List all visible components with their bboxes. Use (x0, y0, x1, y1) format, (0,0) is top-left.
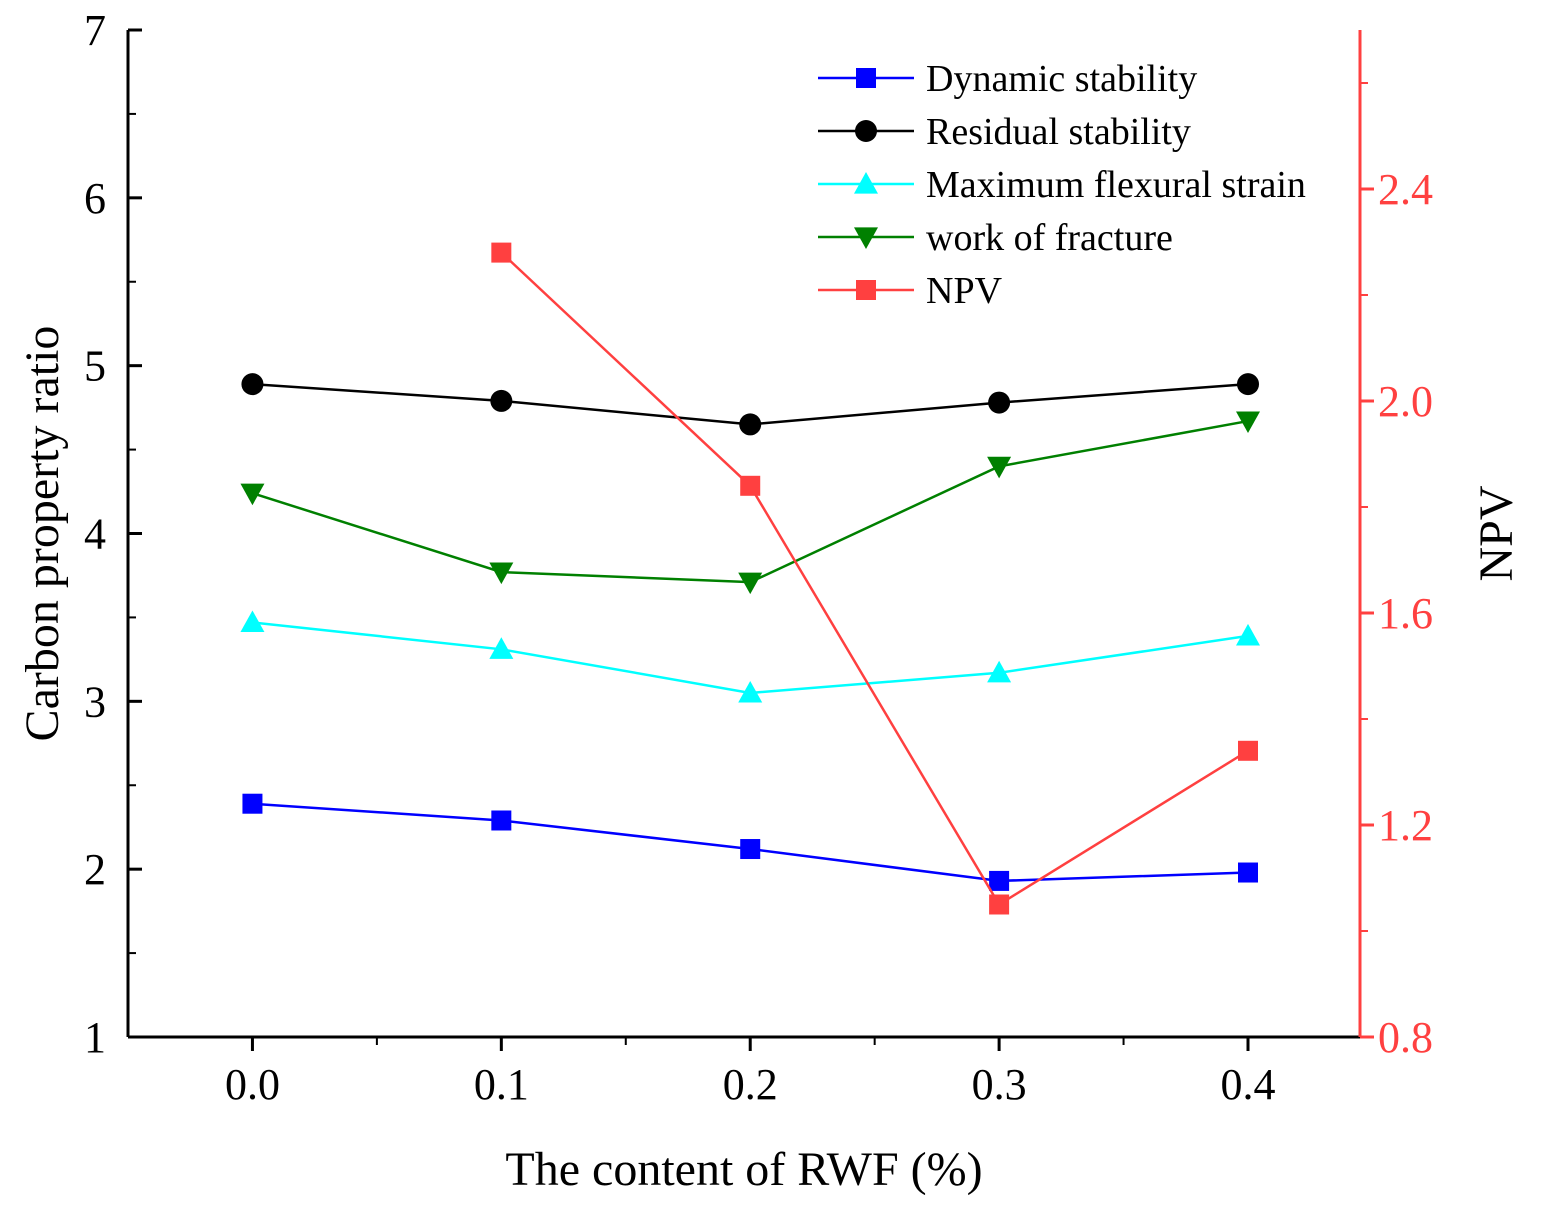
y2-tick-label: 2.4 (1378, 165, 1433, 214)
axes-layer: 1 2 3 4 5 6 7 0.8 1.2 1.6 2.0 2.4 0.0 0.1 0.2 0.3 0.4 (84, 6, 1433, 1109)
legend-swatch-marker (854, 227, 878, 249)
data-point (989, 894, 1010, 915)
series-dynamic-stability (242, 793, 1258, 891)
y-tick-label: 3 (84, 677, 106, 726)
legend-swatch-marker (856, 280, 876, 300)
data-point (1236, 623, 1260, 646)
legend-label: Dynamic stability (926, 58, 1197, 100)
data-point (240, 610, 265, 633)
x-tick-label: 0.0 (225, 1060, 280, 1109)
data-point (489, 562, 514, 585)
data-point (240, 483, 265, 506)
y2-tick-label: 1.6 (1378, 589, 1433, 638)
data-point (489, 637, 514, 659)
series-residual-stability (241, 373, 1259, 436)
data-point (1237, 373, 1259, 396)
legend-item: work of fracture (818, 217, 1173, 259)
series-line (500, 251, 1249, 907)
x-axis-title: The content of RWF (%) (505, 1143, 982, 1196)
y-tick-label: 1 (84, 1013, 106, 1062)
data-point (738, 680, 763, 703)
y2-tick-label: 1.2 (1378, 801, 1433, 850)
y-tick-label: 6 (84, 174, 106, 223)
x-tick-label: 0.4 (1221, 1060, 1276, 1109)
y-tick-label: 4 (84, 510, 106, 559)
legend-label: Maximum flexural strain (926, 164, 1306, 206)
data-point (988, 391, 1011, 414)
series-maximum-flexural-strain (240, 610, 1260, 703)
y-axis-title: Carbon property ratio (16, 326, 69, 742)
legend-swatch-marker (855, 120, 877, 142)
data-point (490, 389, 513, 412)
data-point (1238, 740, 1258, 761)
y2-axis-title: NPV (1470, 485, 1523, 581)
series-work-of-fracture (240, 411, 1260, 595)
x-tick-label: 0.1 (474, 1060, 529, 1109)
y-tick-label: 7 (84, 6, 106, 55)
legend-item: Maximum flexural strain (818, 164, 1306, 206)
data-point (491, 242, 512, 263)
data-point (242, 793, 263, 814)
legend: Dynamic stability Residual stability Maxim… (818, 58, 1306, 312)
data-point (989, 870, 1010, 891)
y-tick-label: 5 (84, 342, 106, 391)
y2-tick-label: 0.8 (1378, 1013, 1433, 1062)
legend-swatch-marker (854, 172, 878, 194)
data-point (241, 373, 264, 396)
data-point (491, 810, 512, 831)
y2-tick-label: 2.0 (1378, 377, 1433, 426)
legend-label: Residual stability (926, 111, 1191, 153)
legend-swatch-marker (856, 68, 876, 88)
legend-label: NPV (926, 270, 1003, 312)
data-point (1236, 411, 1260, 434)
x-tick-label: 0.3 (972, 1060, 1027, 1109)
legend-item: Residual stability (818, 111, 1191, 153)
data-point (740, 475, 761, 496)
legend-item: NPV (818, 270, 1003, 312)
data-point (1238, 862, 1258, 883)
data-point (987, 456, 1012, 479)
series-npv (491, 242, 1258, 915)
data-point (987, 660, 1012, 683)
data-point (738, 572, 763, 595)
y-tick-label: 2 (84, 845, 106, 894)
legend-item: Dynamic stability (818, 58, 1197, 100)
legend-label: work of fracture (926, 217, 1173, 259)
x-tick-label: 0.2 (723, 1060, 778, 1109)
data-point (739, 413, 762, 436)
data-point (740, 839, 761, 860)
series-layer (240, 242, 1260, 915)
